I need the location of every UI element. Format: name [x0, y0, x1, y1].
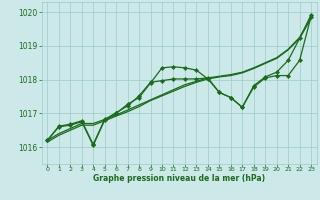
X-axis label: Graphe pression niveau de la mer (hPa): Graphe pression niveau de la mer (hPa) [93, 174, 265, 183]
